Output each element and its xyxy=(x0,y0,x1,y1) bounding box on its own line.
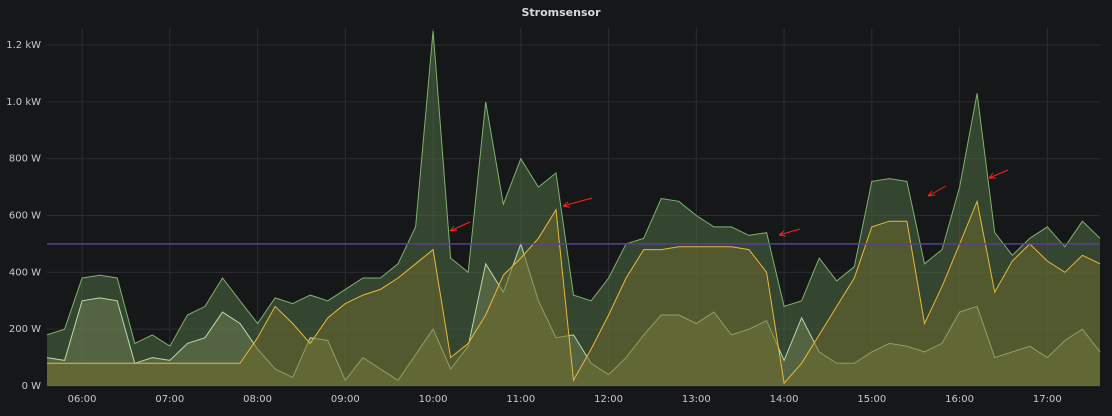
x-tick-label: 15:00 xyxy=(857,394,886,405)
y-tick-label: 1.2 kW xyxy=(6,40,41,51)
x-tick-label: 11:00 xyxy=(506,394,535,405)
area-fill xyxy=(47,201,1100,386)
series-line xyxy=(47,199,1101,385)
arrow xyxy=(449,221,471,232)
arrow xyxy=(988,169,1009,179)
x-tick-label: 07:00 xyxy=(155,394,184,405)
y-tick-label: 200 W xyxy=(9,324,41,335)
y-tick-label: 800 W xyxy=(9,154,41,165)
y-tick-label: 0 W xyxy=(22,381,42,392)
y-tick-label: 600 W xyxy=(9,211,41,222)
series-line xyxy=(46,30,1101,347)
plot-area: 0 W 200 W 400 W 600 W 800 W 1.0 kW 1.2 kW 06:00… xyxy=(6,28,1101,405)
x-tick-label: 16:00 xyxy=(945,394,974,405)
x-tick-label: 17:00 xyxy=(1033,394,1062,405)
annotation-arrows xyxy=(449,169,1009,237)
arrow xyxy=(562,197,593,208)
arrow xyxy=(778,228,801,237)
x-tick-label: 10:00 xyxy=(419,394,448,405)
x-tick-label: 06:00 xyxy=(68,394,97,405)
chart-title: Stromsensor xyxy=(522,6,602,19)
x-tick-label: 12:00 xyxy=(594,394,623,405)
y-tick-label: 400 W xyxy=(9,267,41,278)
arrow xyxy=(927,185,947,197)
x-tick-label: 14:00 xyxy=(770,394,799,405)
x-tick-label: 08:00 xyxy=(243,394,272,405)
y-tick-label: 1.0 kW xyxy=(6,97,41,108)
x-tick-label: 09:00 xyxy=(331,394,360,405)
x-tick-label: 13:00 xyxy=(682,394,711,405)
area-fill xyxy=(47,30,1100,387)
